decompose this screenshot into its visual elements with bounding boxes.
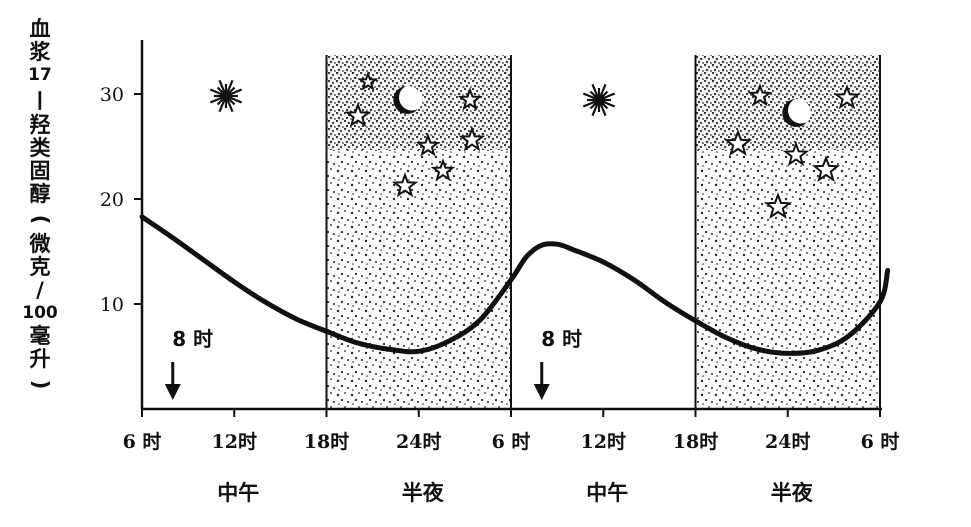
y-axis-label-char: 类 bbox=[29, 136, 51, 160]
x-tick-label: 12时 bbox=[212, 431, 257, 453]
star-icon bbox=[430, 158, 456, 182]
time-marker-label: 8 时 bbox=[541, 327, 582, 351]
moon-icon bbox=[782, 99, 811, 127]
y-axis-label-char: / bbox=[36, 278, 44, 302]
y-axis-label-char: 固 bbox=[29, 159, 51, 183]
down-arrow-head bbox=[164, 384, 181, 400]
star-icon bbox=[782, 141, 810, 167]
decorations bbox=[209, 71, 861, 220]
time-marker-label: 8 时 bbox=[172, 327, 213, 351]
axes: 10 20 30 6 时 12时 18时 24时 6 时 12时 18时 24时 6 时 bbox=[100, 40, 900, 453]
y-axis-label-char: 血 bbox=[29, 17, 51, 41]
y-tick-label: 10 bbox=[100, 294, 124, 316]
x-tick-label: 12时 bbox=[581, 431, 626, 453]
y-axis-label-char: 羟 bbox=[29, 113, 51, 137]
y-axis-label: 血浆 17— 羟类固醇(微克/100 毫升) bbox=[20, 18, 60, 398]
x-tick-label: 6 时 bbox=[123, 431, 162, 453]
y-axis-label-char: 毫 bbox=[29, 324, 51, 348]
down-arrow-head bbox=[533, 384, 550, 400]
sun-icon bbox=[582, 83, 616, 117]
period-label: 半夜 bbox=[771, 481, 814, 505]
star-icon bbox=[833, 84, 861, 110]
y-axis-label-char: 克 bbox=[29, 255, 51, 279]
y-axis-label-char: 17 bbox=[28, 65, 52, 85]
star-icon bbox=[811, 155, 841, 183]
moon-icon bbox=[393, 86, 422, 114]
y-axis-label-char: 醇 bbox=[29, 182, 51, 206]
x-tick-label: 18时 bbox=[673, 431, 718, 453]
x-tick-label: 6 时 bbox=[861, 431, 900, 453]
period-label: 半夜 bbox=[402, 481, 445, 505]
period-label: 中午 bbox=[217, 481, 259, 505]
y-axis-label-char: 升 bbox=[29, 347, 51, 371]
labels: 中午 半夜 中午 半夜 8 时 8 时 bbox=[164, 327, 814, 505]
x-tick-label: 18时 bbox=[304, 431, 349, 453]
star-icon bbox=[357, 71, 379, 91]
sun-icon bbox=[209, 79, 243, 113]
star-icon bbox=[415, 133, 441, 157]
series-layer bbox=[139, 214, 891, 356]
x-tick-label: 24时 bbox=[396, 431, 441, 453]
y-axis-label-char: 微 bbox=[29, 232, 51, 256]
x-tick-label: 24时 bbox=[765, 431, 810, 453]
star-icon bbox=[391, 172, 419, 198]
y-tick-label: 20 bbox=[100, 189, 124, 211]
y-tick-label: 30 bbox=[100, 84, 124, 106]
star-icon bbox=[457, 87, 483, 111]
y-axis-label-char: 浆 bbox=[29, 40, 51, 64]
series-line bbox=[139, 214, 891, 356]
time-marker: 8 时 bbox=[164, 327, 213, 400]
time-marker: 8 时 bbox=[533, 327, 582, 400]
period-label: 中午 bbox=[586, 481, 628, 505]
star-icon bbox=[723, 129, 753, 157]
star-icon bbox=[763, 192, 793, 220]
star-icon bbox=[458, 126, 486, 152]
y-axis-label-char: 100 bbox=[22, 303, 58, 323]
star-icon bbox=[344, 102, 372, 128]
x-tick-label: 6 时 bbox=[492, 431, 531, 453]
star-icon bbox=[747, 83, 773, 107]
